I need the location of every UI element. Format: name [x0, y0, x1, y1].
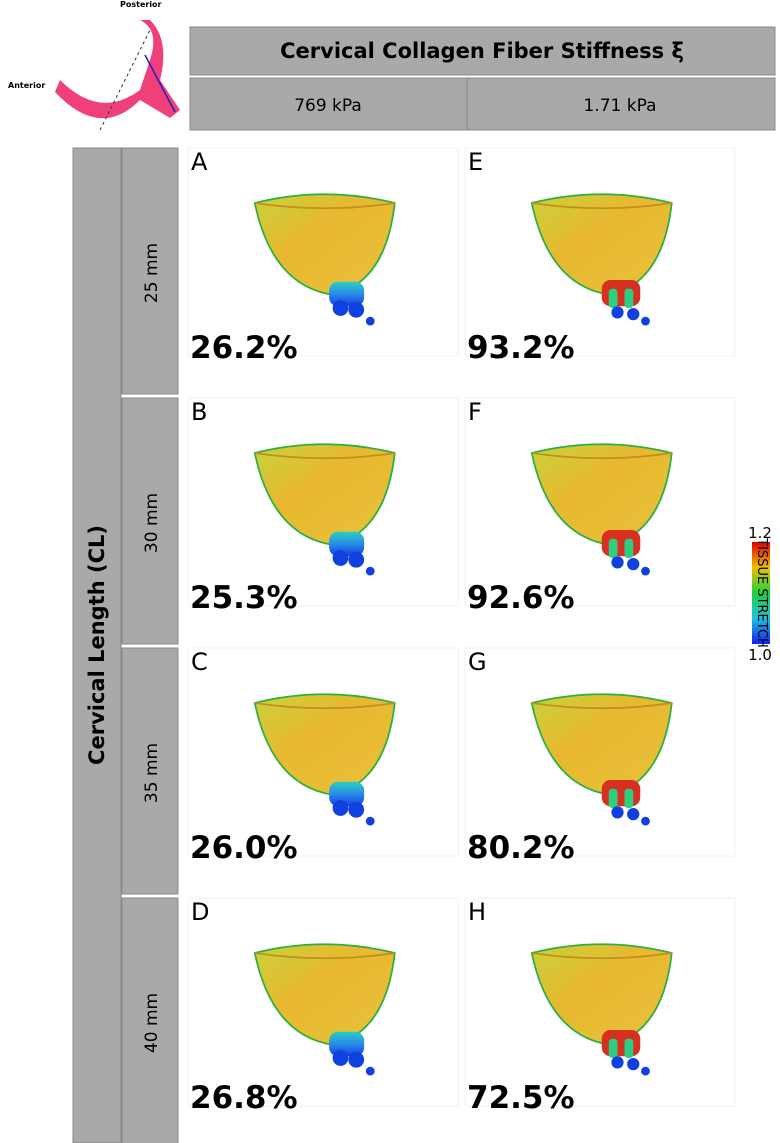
colorbar — [752, 542, 770, 644]
row-box — [121, 647, 179, 895]
inset-label: Anterior — [8, 81, 45, 90]
colorbar-max: 1.2 — [748, 524, 772, 542]
colorbar-label: TISSUE STRETCH — [754, 537, 769, 648]
panel-letter: C — [191, 648, 208, 676]
row-box — [121, 147, 179, 395]
column-label: 769 kPa — [294, 96, 362, 116]
panel-letter: F — [468, 398, 482, 426]
panel-letter: D — [191, 898, 209, 926]
header-title: Cervical Collagen Fiber Stiffness ξ — [280, 39, 684, 63]
panel-value: 25.3% — [190, 580, 298, 616]
panel-value: 26.8% — [190, 1080, 298, 1116]
row-box — [121, 397, 179, 645]
panel-value: 72.5% — [467, 1080, 575, 1116]
colorbar-min: 1.0 — [748, 646, 772, 664]
row-box — [121, 897, 179, 1143]
panel-value: 26.0% — [190, 830, 298, 866]
panel-letter: B — [191, 398, 207, 426]
column-label: 1.71 kPa — [583, 96, 656, 116]
panel — [464, 397, 736, 607]
panel-letter: H — [468, 898, 486, 926]
panel-value: 93.2% — [467, 330, 575, 366]
panel-value: 26.2% — [190, 330, 298, 366]
inset-label: Posterior — [120, 0, 162, 9]
panel-value: 92.6% — [467, 580, 575, 616]
row-label: 40 mm — [142, 993, 162, 1053]
panel-letter: G — [468, 648, 487, 676]
row-label: 25 mm — [142, 243, 162, 303]
panel-letter: A — [191, 148, 208, 176]
row-label: 35 mm — [142, 743, 162, 803]
panel-value: 80.2% — [467, 830, 575, 866]
panel-letter: E — [468, 148, 483, 176]
side-title: Cervical Length (CL) — [85, 525, 109, 765]
row-label: 30 mm — [142, 493, 162, 553]
